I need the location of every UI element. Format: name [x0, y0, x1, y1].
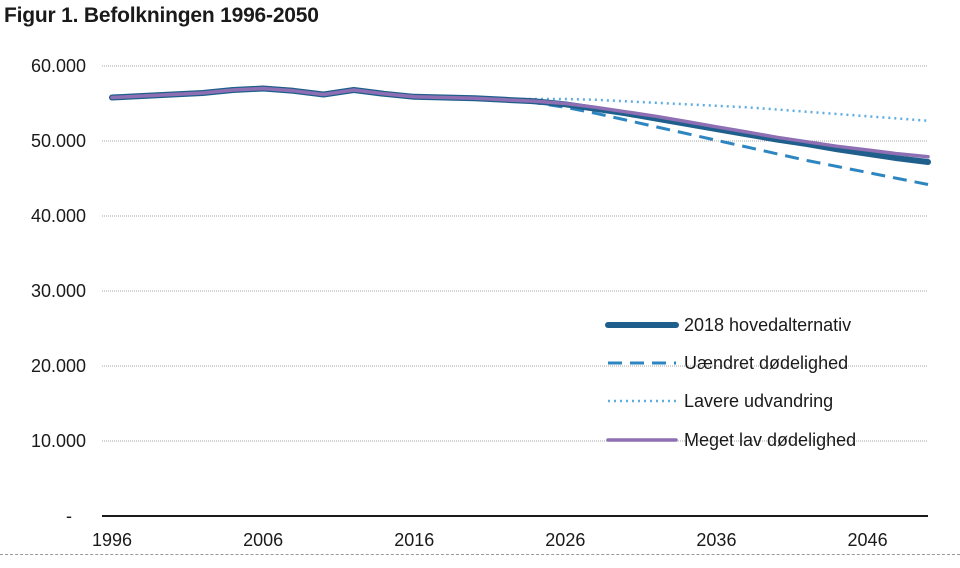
x-tick-label: 2006 [243, 530, 283, 550]
bottom-divider [0, 554, 960, 555]
gridlines [102, 65, 928, 517]
data-series [109, 85, 931, 186]
series-line-lavere-udvandring [504, 97, 929, 123]
y-tick-label: 20.000 [31, 356, 86, 376]
series-line-uændret-dødelighed [504, 98, 929, 186]
x-tick-label: 2036 [696, 530, 736, 550]
legend-label: Uændret dødelighed [684, 353, 848, 373]
y-tick-label: 30.000 [31, 281, 86, 301]
legend-label: Meget lav dødelighed [684, 430, 856, 450]
x-tick-label: 2016 [394, 530, 434, 550]
x-axis-tick-labels: 1996 2006 2016 2026 2036 2046 [92, 530, 888, 550]
series-line-meget-lav-dødelighed [110, 86, 930, 159]
legend-label: 2018 hovedalternativ [684, 315, 851, 335]
y-axis-tick-labels: - 10.000 20.000 30.000 40.000 50.000 60.000 [31, 56, 86, 526]
y-tick-label: - [66, 506, 72, 526]
chart-title: Figur 1. Befolkningen 1996-2050 [4, 4, 319, 27]
x-tick-label: 1996 [92, 530, 132, 550]
y-tick-label: 60.000 [31, 56, 86, 76]
y-tick-label: 40.000 [31, 206, 86, 226]
x-tick-label: 2026 [545, 530, 585, 550]
legend-label: Lavere udvandring [684, 391, 833, 411]
y-tick-label: 50.000 [31, 131, 86, 151]
y-tick-label: 10.000 [31, 431, 86, 451]
x-tick-label: 2046 [848, 530, 888, 550]
legend: 2018 hovedalternativ Uændret dødelighed La… [605, 315, 856, 450]
